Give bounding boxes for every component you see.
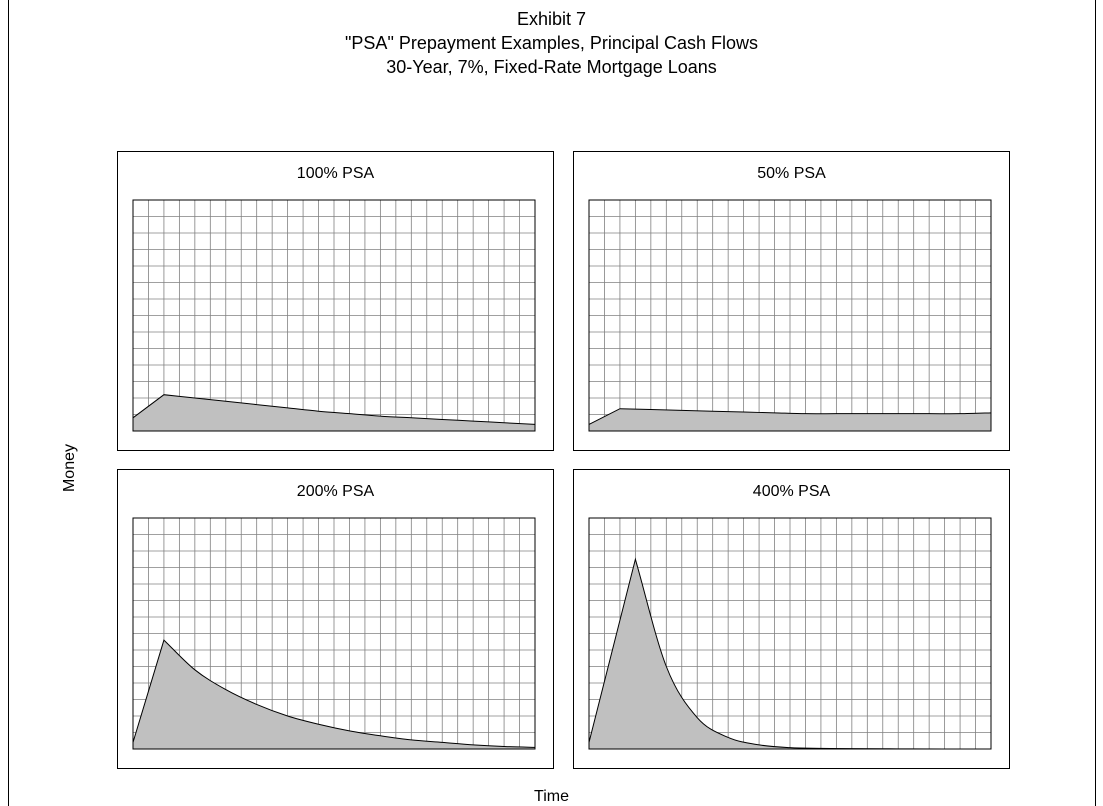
chart-subtitle-1: "PSA" Prepayment Examples, Principal Cas…: [345, 33, 758, 53]
panel-400-psa: 400% PSA: [573, 469, 1010, 769]
plot-area: [588, 199, 992, 432]
panel-200-psa: 200% PSA: [117, 469, 554, 769]
plot-border: [588, 517, 992, 750]
chart-subtitle-2: 30-Year, 7%, Fixed-Rate Mortgage Loans: [386, 57, 717, 77]
panel-title: 400% PSA: [752, 483, 831, 500]
panel-title: 200% PSA: [296, 483, 375, 500]
chart-frame: [8, 0, 1096, 806]
panel-title: 50% PSA: [757, 165, 826, 182]
panel-50-psa: 50% PSA: [573, 151, 1010, 451]
series-area-fill: [133, 640, 535, 749]
series-line: [588, 408, 992, 425]
plot-border: [132, 199, 536, 432]
plot-area: [132, 517, 536, 750]
series-line: [132, 394, 536, 425]
plot-border: [588, 199, 992, 432]
x-axis-label: Time: [534, 788, 569, 805]
plot-area: [588, 517, 992, 750]
plot-area: [132, 199, 536, 432]
panel-title: 100% PSA: [296, 165, 375, 182]
plot-border: [132, 517, 536, 750]
series-line: [132, 639, 536, 748]
series-area-fill: [589, 559, 991, 750]
y-axis-label: Money: [61, 443, 78, 493]
panel-100-psa: 100% PSA: [117, 151, 554, 451]
series-area-fill: [589, 408, 991, 431]
chart-title: Exhibit 7: [516, 9, 587, 29]
